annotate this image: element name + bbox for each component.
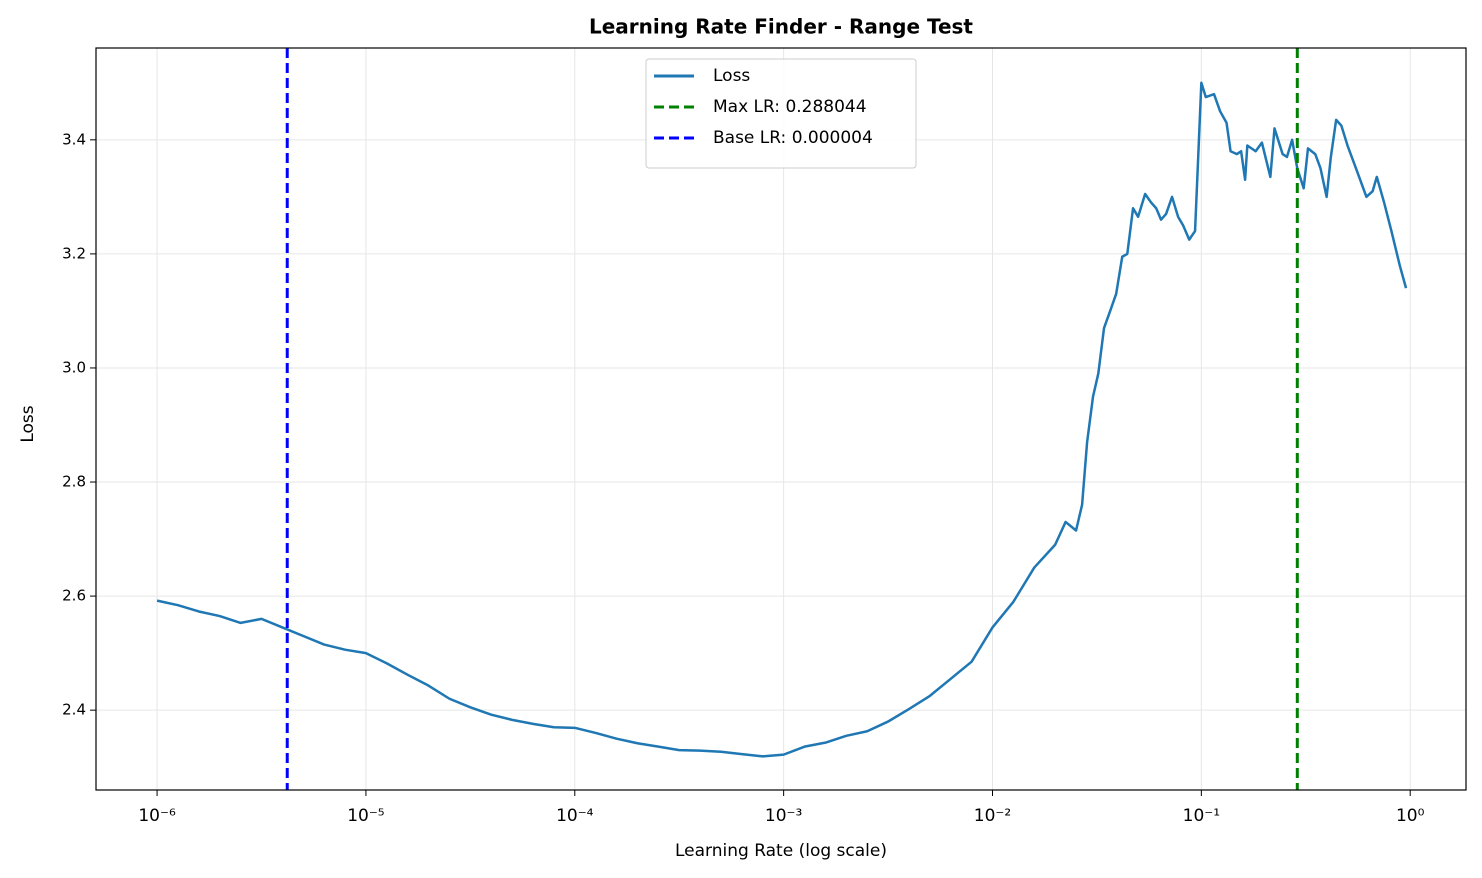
legend: Loss Max LR: 0.288044 Base LR: 0.000004 — [645, 58, 917, 169]
y-tick-label: 3.4 — [62, 130, 86, 148]
x-tick-label: 10⁻² — [974, 806, 1011, 826]
y-tick-label: 2.8 — [62, 473, 86, 491]
y-tick-label: 3.2 — [62, 244, 86, 262]
legend-label: Base LR: 0.000004 — [713, 128, 873, 148]
x-tick-label: 10⁻¹ — [1183, 806, 1220, 826]
x-tick-label: 10⁻⁶ — [138, 806, 176, 826]
legend-label: Loss — [713, 66, 750, 86]
y-tick-label: 2.6 — [62, 587, 86, 605]
x-tick-label: 10⁻⁵ — [347, 806, 384, 826]
x-tick-label: 10⁻⁴ — [556, 806, 594, 826]
plot-frame — [95, 47, 1467, 791]
x-tick-label: 10⁰ — [1396, 806, 1425, 826]
loss-line — [156, 81, 1408, 758]
y-tick-label: 3.0 — [62, 358, 86, 376]
x-tick-label: 10⁻³ — [765, 806, 802, 826]
legend-label: Max LR: 0.288044 — [713, 97, 867, 117]
legend-box — [645, 58, 917, 169]
chart-title: Learning Rate Finder - Range Test — [589, 15, 973, 39]
y-tick-label: 2.4 — [62, 701, 86, 719]
x-axis-label: Learning Rate (log scale) — [675, 841, 887, 861]
y-axis-label: Loss — [18, 405, 38, 442]
